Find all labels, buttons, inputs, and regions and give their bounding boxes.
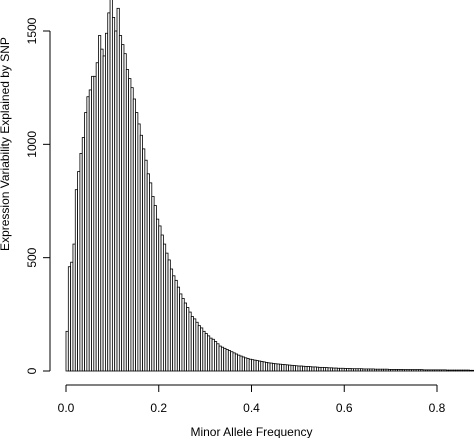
- y-tick-label: 1000: [25, 131, 39, 158]
- x-ticks-group: 0.0 0.2 0.4 0.6 0.8: [58, 385, 446, 415]
- x-axis-title: Minor Allele Frequency: [190, 425, 312, 438]
- x-tick-label: 0.2: [150, 401, 167, 415]
- x-tick-label: 0.6: [336, 401, 353, 415]
- bars-group: [65, 0, 474, 372]
- x-tick-label: 0.4: [243, 401, 260, 415]
- x-tick-label: 0.8: [429, 401, 446, 415]
- y-tick-label: 500: [25, 247, 39, 267]
- x-tick-label: 0.0: [58, 401, 75, 415]
- y-ticks-group: 0 500 1000 1500: [25, 17, 50, 374]
- y-tick-label: 0: [25, 367, 39, 374]
- y-tick-label: 1500: [25, 17, 39, 44]
- y-axis-title: Expression Variability Explained by SNP: [0, 37, 12, 251]
- histogram-bar: [471, 369, 474, 372]
